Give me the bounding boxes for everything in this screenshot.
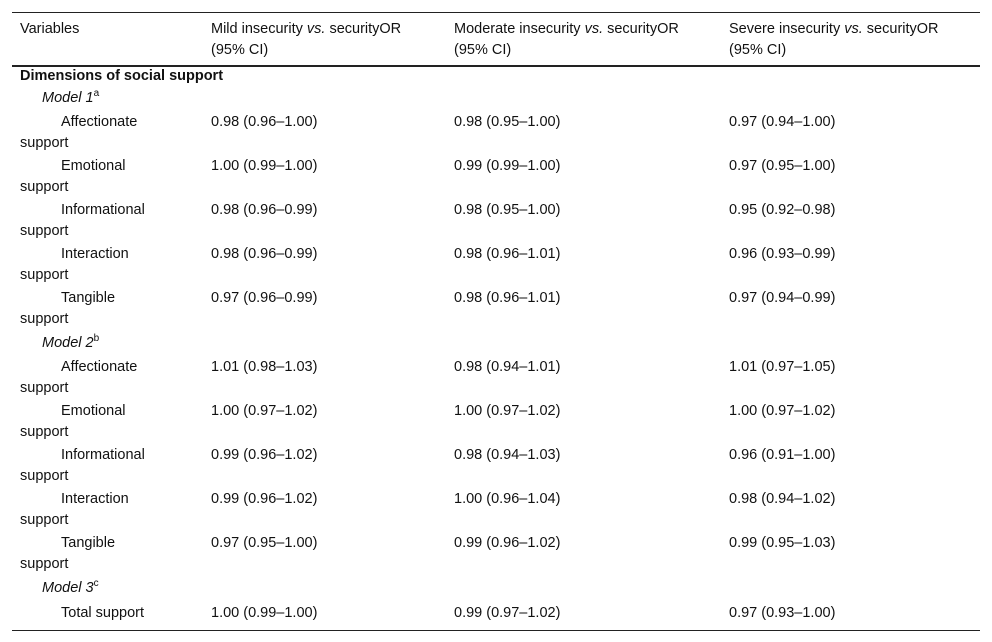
row-label: Tangible support xyxy=(20,535,116,572)
row-mild-value: 1.00 (0.97–1.02) xyxy=(211,403,318,419)
row-label: Interaction support xyxy=(20,491,129,528)
row-label: Affectionate support xyxy=(20,114,138,151)
row-mild-value: 0.99 (0.96–1.02) xyxy=(211,491,318,507)
row-label: Informational support xyxy=(20,447,145,484)
header-variables: Variables xyxy=(20,21,80,37)
row-moderate-value: 0.98 (0.95–1.00) xyxy=(454,114,561,130)
row-severe-value: 0.96 (0.93–0.99) xyxy=(729,246,836,262)
row-label: Affectionate support xyxy=(20,359,138,396)
row-label: Informational support xyxy=(20,202,145,239)
header-severe: Severe insecurity vs. securityOR (95% CI… xyxy=(729,21,939,58)
row-moderate-value: 0.98 (0.96–1.01) xyxy=(454,246,561,262)
row-moderate-value: 0.98 (0.96–1.01) xyxy=(454,290,561,306)
row-moderate-value: 0.98 (0.94–1.03) xyxy=(454,447,561,463)
row-severe-value: 1.00 (0.97–1.02) xyxy=(729,403,836,419)
row-label: Emotional support xyxy=(20,158,126,195)
row-label: Total support xyxy=(61,605,145,621)
row-severe-value: 0.97 (0.94–0.99) xyxy=(729,290,836,306)
row-severe-value: 0.97 (0.93–1.00) xyxy=(729,605,836,621)
header-mild: Mild insecurity vs. securityOR (95% CI) xyxy=(211,21,402,58)
header-rule xyxy=(12,65,980,67)
row-label: Tangible support xyxy=(20,290,116,327)
row-moderate-value: 0.98 (0.94–1.01) xyxy=(454,359,561,375)
row-mild-value: 0.98 (0.96–0.99) xyxy=(211,246,318,262)
row-mild-value: 1.00 (0.99–1.00) xyxy=(211,605,318,621)
model-2-label: Model 2b xyxy=(42,333,100,351)
row-mild-value: 0.98 (0.96–1.00) xyxy=(211,114,318,130)
row-severe-value: 0.96 (0.91–1.00) xyxy=(729,447,836,463)
table-bottom-rule xyxy=(12,630,980,631)
row-mild-value: 1.01 (0.98–1.03) xyxy=(211,359,318,375)
model-1-label: Model 1a xyxy=(42,88,100,106)
row-severe-value: 0.99 (0.95–1.03) xyxy=(729,535,836,551)
row-severe-value: 1.01 (0.97–1.05) xyxy=(729,359,836,375)
row-severe-value: 0.98 (0.94–1.02) xyxy=(729,491,836,507)
header-moderate: Moderate insecurity vs. securityOR (95% … xyxy=(454,21,679,58)
row-mild-value: 0.99 (0.96–1.02) xyxy=(211,447,318,463)
model-3-label: Model 3c xyxy=(42,578,99,596)
row-mild-value: 1.00 (0.99–1.00) xyxy=(211,158,318,174)
row-severe-value: 0.97 (0.94–1.00) xyxy=(729,114,836,130)
row-label: Interaction support xyxy=(20,246,129,283)
row-moderate-value: 0.99 (0.99–1.00) xyxy=(454,158,561,174)
row-moderate-value: 0.98 (0.95–1.00) xyxy=(454,202,561,218)
row-label: Emotional support xyxy=(20,403,126,440)
row-severe-value: 0.97 (0.95–1.00) xyxy=(729,158,836,174)
row-mild-value: 0.97 (0.95–1.00) xyxy=(211,535,318,551)
row-mild-value: 0.98 (0.96–0.99) xyxy=(211,202,318,218)
row-moderate-value: 1.00 (0.97–1.02) xyxy=(454,403,561,419)
row-mild-value: 0.97 (0.96–0.99) xyxy=(211,290,318,306)
row-moderate-value: 0.99 (0.96–1.02) xyxy=(454,535,561,551)
section-title: Dimensions of social support xyxy=(20,68,224,84)
row-moderate-value: 1.00 (0.96–1.04) xyxy=(454,491,561,507)
row-moderate-value: 0.99 (0.97–1.02) xyxy=(454,605,561,621)
table-top-rule xyxy=(12,12,980,13)
row-severe-value: 0.95 (0.92–0.98) xyxy=(729,202,836,218)
